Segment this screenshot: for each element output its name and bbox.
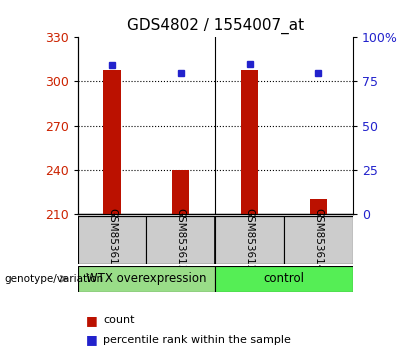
Bar bbox=[284, 216, 353, 264]
Text: percentile rank within the sample: percentile rank within the sample bbox=[103, 335, 291, 345]
Text: control: control bbox=[263, 272, 304, 285]
Text: ■: ■ bbox=[86, 333, 98, 346]
Text: count: count bbox=[103, 315, 134, 325]
Bar bbox=[78, 266, 215, 292]
Bar bbox=[215, 266, 353, 292]
Text: GSM853612: GSM853612 bbox=[244, 208, 255, 272]
Bar bbox=[103, 70, 121, 214]
Bar bbox=[241, 70, 258, 214]
Text: GSM853611: GSM853611 bbox=[107, 208, 117, 272]
Text: WTX overexpression: WTX overexpression bbox=[86, 272, 207, 285]
Text: GSM853614: GSM853614 bbox=[313, 208, 323, 272]
Bar bbox=[172, 170, 189, 214]
Bar bbox=[215, 216, 284, 264]
Text: ■: ■ bbox=[86, 314, 98, 327]
Text: GSM853613: GSM853613 bbox=[176, 208, 186, 272]
Title: GDS4802 / 1554007_at: GDS4802 / 1554007_at bbox=[127, 18, 304, 34]
Bar bbox=[78, 216, 147, 264]
Text: genotype/variation: genotype/variation bbox=[4, 274, 103, 284]
Bar bbox=[147, 216, 215, 264]
Bar bbox=[310, 199, 327, 214]
